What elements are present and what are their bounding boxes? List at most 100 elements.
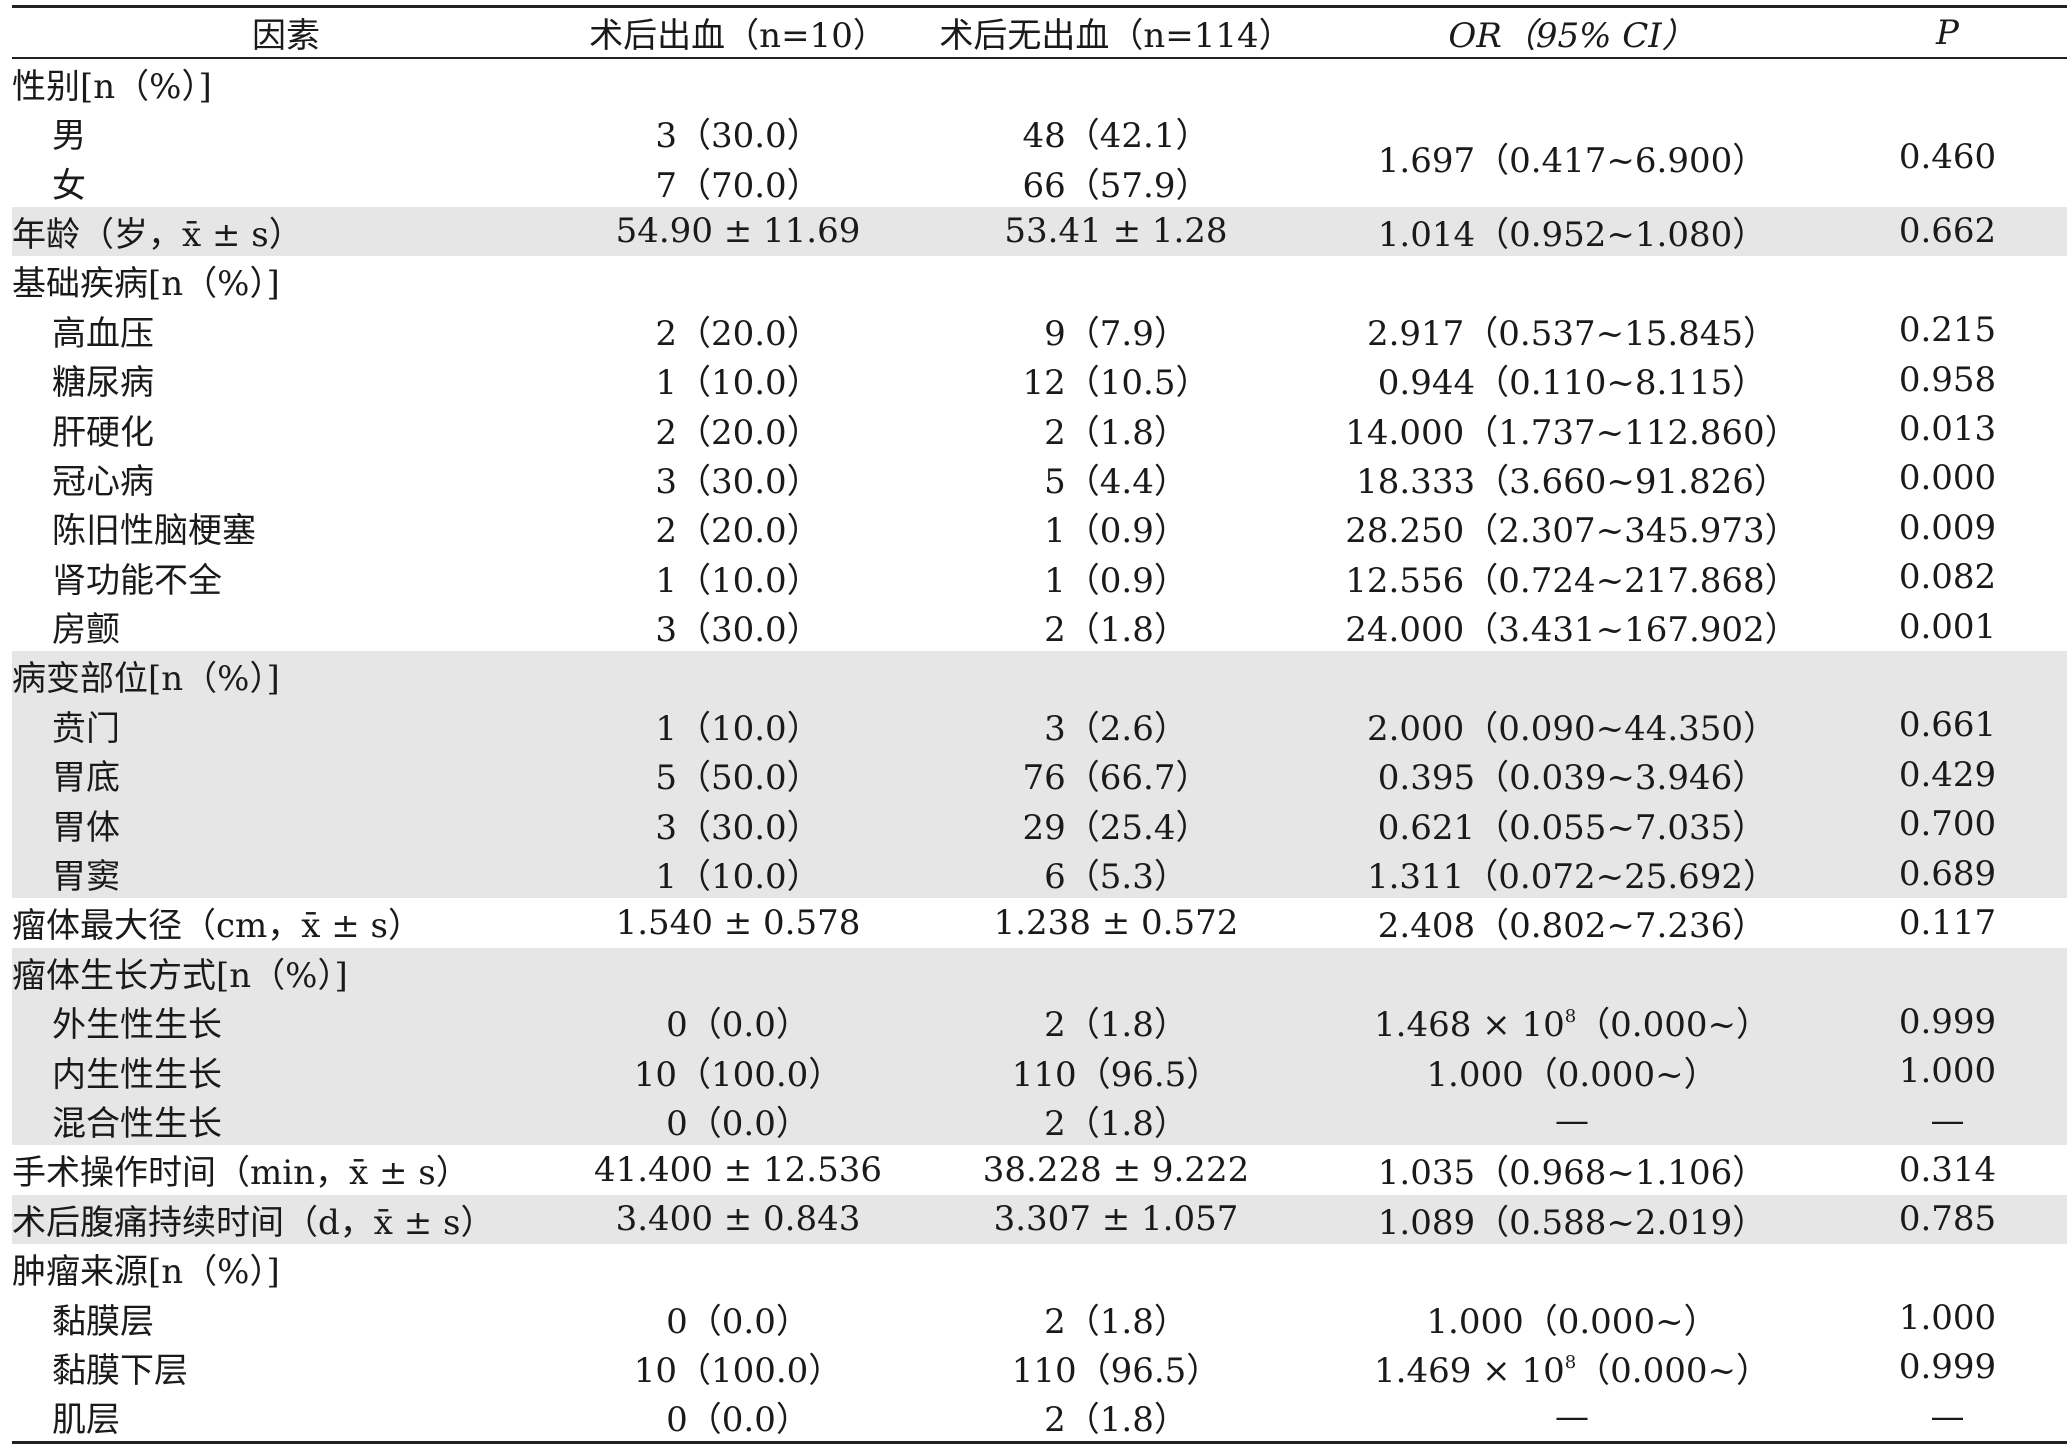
cell-bleeding: 3（30.0） bbox=[655, 610, 821, 651]
cell-no-bleeding: 3（2.6） bbox=[916, 700, 1316, 751]
cell-bleeding: 10（100.0） bbox=[633, 1350, 843, 1391]
cell-p: 0.001 bbox=[1898, 606, 1997, 647]
cell-p: 0.460 bbox=[1898, 137, 1997, 178]
row-label: 高血压 bbox=[52, 313, 154, 354]
cell-p: 0.082 bbox=[1898, 557, 1997, 598]
cell-no-bleeding: 110（96.5） bbox=[916, 1046, 1316, 1096]
table-row: 房颤 3（30.0） 2（1.8） 24.000（3.431~167.902） … bbox=[12, 602, 2067, 651]
cell-or-ci: 0.395（0.039~3.946） bbox=[1316, 750, 1828, 800]
cell-p: 0.785 bbox=[1828, 1194, 2067, 1244]
cell-p: 0.314 bbox=[1898, 1149, 1997, 1190]
cell-no-bleeding: 38.228 ± 9.222 bbox=[982, 1149, 1250, 1190]
cell-no-bleeding: 48（42.1） bbox=[1022, 116, 1210, 157]
cell-p: 0.689 bbox=[1828, 848, 2067, 899]
table-row: 胃窦 1（10.0） 6（5.3） 1.311（0.072~25.692） 0.… bbox=[12, 848, 2067, 899]
cell-bleeding: 1（10.0） bbox=[560, 848, 916, 899]
table-row: 贲门 1（10.0） 3（2.6） 2.000（0.090~44.350） 0.… bbox=[12, 700, 2067, 751]
cell-bleeding: 0（0.0） bbox=[560, 997, 916, 1047]
header-p: P bbox=[1828, 5, 2067, 59]
table-row: 基础疾病[n（%）] bbox=[12, 256, 2067, 305]
row-label: 冠心病 bbox=[52, 461, 154, 502]
cell-no-bleeding: 2（1.8） bbox=[1044, 412, 1188, 453]
row-label: 男 bbox=[52, 116, 86, 157]
cell-p: — bbox=[1828, 1392, 2067, 1444]
table-row: 性别[n（%）] bbox=[12, 58, 2067, 108]
table-row: 手术操作时间（min，x̄ ± s） 41.400 ± 12.536 38.22… bbox=[12, 1145, 2067, 1194]
cell-or-ci: 0.944（0.110~8.115） bbox=[1377, 363, 1767, 404]
cell-no-bleeding: 66（57.9） bbox=[1022, 165, 1210, 206]
cell-or-ci: 1.035（0.968~1.106） bbox=[1377, 1153, 1767, 1194]
table-row: 外生性生长 0（0.0） 2（1.8） 1.468 × 108（0.000~） … bbox=[12, 997, 2067, 1047]
cell-p: 0.013 bbox=[1898, 409, 1997, 450]
cell-or-ci: 28.250（2.307~345.973） bbox=[1345, 511, 1799, 552]
cell-p: 0.215 bbox=[1898, 310, 1997, 351]
row-label: 胃窦 bbox=[12, 848, 560, 899]
cell-p: 0.429 bbox=[1828, 750, 2067, 800]
row-label: 基础疾病[n（%）] bbox=[12, 264, 280, 305]
cell-bleeding: 7（70.0） bbox=[655, 165, 821, 206]
cell-p: 0.999 bbox=[1828, 997, 2067, 1047]
cell-or-ci: 2.408（0.802~7.236） bbox=[1377, 906, 1767, 947]
cell-no-bleeding: 110（96.5） bbox=[1011, 1350, 1221, 1391]
table-row: 胃体 3（30.0） 29（25.4） 0.621（0.055~7.035） 0… bbox=[12, 799, 2067, 849]
table-row: 糖尿病 1（10.0） 12（10.5） 0.944（0.110~8.115） … bbox=[12, 355, 2067, 404]
cell-no-bleeding: 53.41 ± 1.28 bbox=[916, 206, 1316, 257]
cell-p: 0.700 bbox=[1828, 799, 2067, 849]
cell-or-ci: 2.000（0.090~44.350） bbox=[1316, 700, 1828, 751]
cell-no-bleeding: 2（1.8） bbox=[916, 1392, 1316, 1444]
table-row: 冠心病 3（30.0） 5（4.4） 18.333（3.660~91.826） … bbox=[12, 454, 2067, 503]
row-label: 贲门 bbox=[12, 700, 560, 751]
table-row: 陈旧性脑梗塞 2（20.0） 1（0.9） 28.250（2.307~345.9… bbox=[12, 503, 2067, 552]
row-label: 黏膜下层 bbox=[52, 1350, 188, 1391]
row-label: 肿瘤来源[n（%）] bbox=[12, 1252, 280, 1293]
cell-no-bleeding: 76（66.7） bbox=[916, 750, 1316, 800]
cell-or-ci: 18.333（3.660~91.826） bbox=[1356, 461, 1788, 502]
cell-bleeding: 1.540 ± 0.578 bbox=[615, 902, 861, 943]
cell-p: 0.000 bbox=[1898, 458, 1997, 499]
row-label: 术后腹痛持续时间（d，x̄ ± s） bbox=[12, 1194, 560, 1244]
table-row: 混合性生长 0（0.0） 2（1.8） — — bbox=[12, 1095, 2067, 1146]
row-label: 胃体 bbox=[12, 799, 560, 849]
table-row: 肿瘤来源[n（%）] bbox=[12, 1244, 2067, 1293]
cell-or-ci: 1.311（0.072~25.692） bbox=[1316, 848, 1828, 899]
row-label: 瘤体最大径（cm，x̄ ± s） bbox=[12, 906, 423, 947]
cell-no-bleeding: 12（10.5） bbox=[1022, 363, 1210, 404]
cell-bleeding: 1（10.0） bbox=[655, 560, 821, 601]
cell-no-bleeding: 2（1.8） bbox=[1044, 1301, 1188, 1342]
cell-or-ci: 0.621（0.055~7.035） bbox=[1316, 799, 1828, 849]
table-row: 肾功能不全 1（10.0） 1（0.9） 12.556（0.724~217.86… bbox=[12, 553, 2067, 602]
cell-no-bleeding: 2（1.8） bbox=[916, 997, 1316, 1047]
cell-or-ci: 12.556（0.724~217.868） bbox=[1345, 560, 1799, 601]
table-row: 内生性生长 10（100.0） 110（96.5） 1.000（0.000~） … bbox=[12, 1046, 2067, 1096]
row-label: 年龄（岁，x̄ ± s） bbox=[12, 206, 560, 257]
cell-bleeding: 2（20.0） bbox=[655, 412, 821, 453]
cell-or-ci: 1.000（0.000~） bbox=[1426, 1301, 1718, 1342]
results-table: 因素 术后出血（n=10） 术后无出血（n=114） OR（95% CI） P … bbox=[12, 5, 2067, 1444]
cell-p: 0.009 bbox=[1898, 507, 1997, 548]
table-row: 高血压 2（20.0） 9（7.9） 2.917（0.537~15.845） 0… bbox=[12, 306, 2067, 355]
cell-or-ci: 24.000（3.431~167.902） bbox=[1345, 610, 1799, 651]
cell-bleeding: 0（0.0） bbox=[560, 1392, 916, 1444]
row-label: 性别[n（%）] bbox=[12, 67, 212, 107]
row-label: 混合性生长 bbox=[12, 1095, 560, 1146]
row-label: 房颤 bbox=[52, 610, 120, 651]
cell-no-bleeding: 3.307 ± 1.057 bbox=[916, 1194, 1316, 1244]
cell-no-bleeding: 2（1.8） bbox=[1044, 610, 1188, 651]
row-label: 肌层 bbox=[12, 1392, 560, 1444]
cell-p: — bbox=[1828, 1095, 2067, 1146]
cell-or-ci: 2.917（0.537~15.845） bbox=[1366, 313, 1778, 354]
cell-or-ci: 1.469 × 108（0.000~） bbox=[1374, 1350, 1770, 1391]
cell-bleeding: 0（0.0） bbox=[666, 1301, 810, 1342]
cell-no-bleeding: 1（0.9） bbox=[1044, 511, 1188, 552]
table-row: 肌层 0（0.0） 2（1.8） — — bbox=[12, 1392, 2067, 1444]
table-row: 肝硬化 2（20.0） 2（1.8） 14.000（1.737~112.860）… bbox=[12, 404, 2067, 453]
row-label: 肾功能不全 bbox=[52, 560, 222, 601]
cell-p: 0.117 bbox=[1898, 902, 1997, 943]
table-row: 女 7（70.0） 66（57.9） bbox=[12, 157, 2067, 206]
row-label: 陈旧性脑梗塞 bbox=[52, 511, 256, 552]
cell-no-bleeding: 1.238 ± 0.572 bbox=[993, 902, 1239, 943]
row-label: 外生性生长 bbox=[12, 997, 560, 1047]
cell-no-bleeding: 6（5.3） bbox=[916, 848, 1316, 899]
cell-no-bleeding: 9（7.9） bbox=[1044, 313, 1188, 354]
